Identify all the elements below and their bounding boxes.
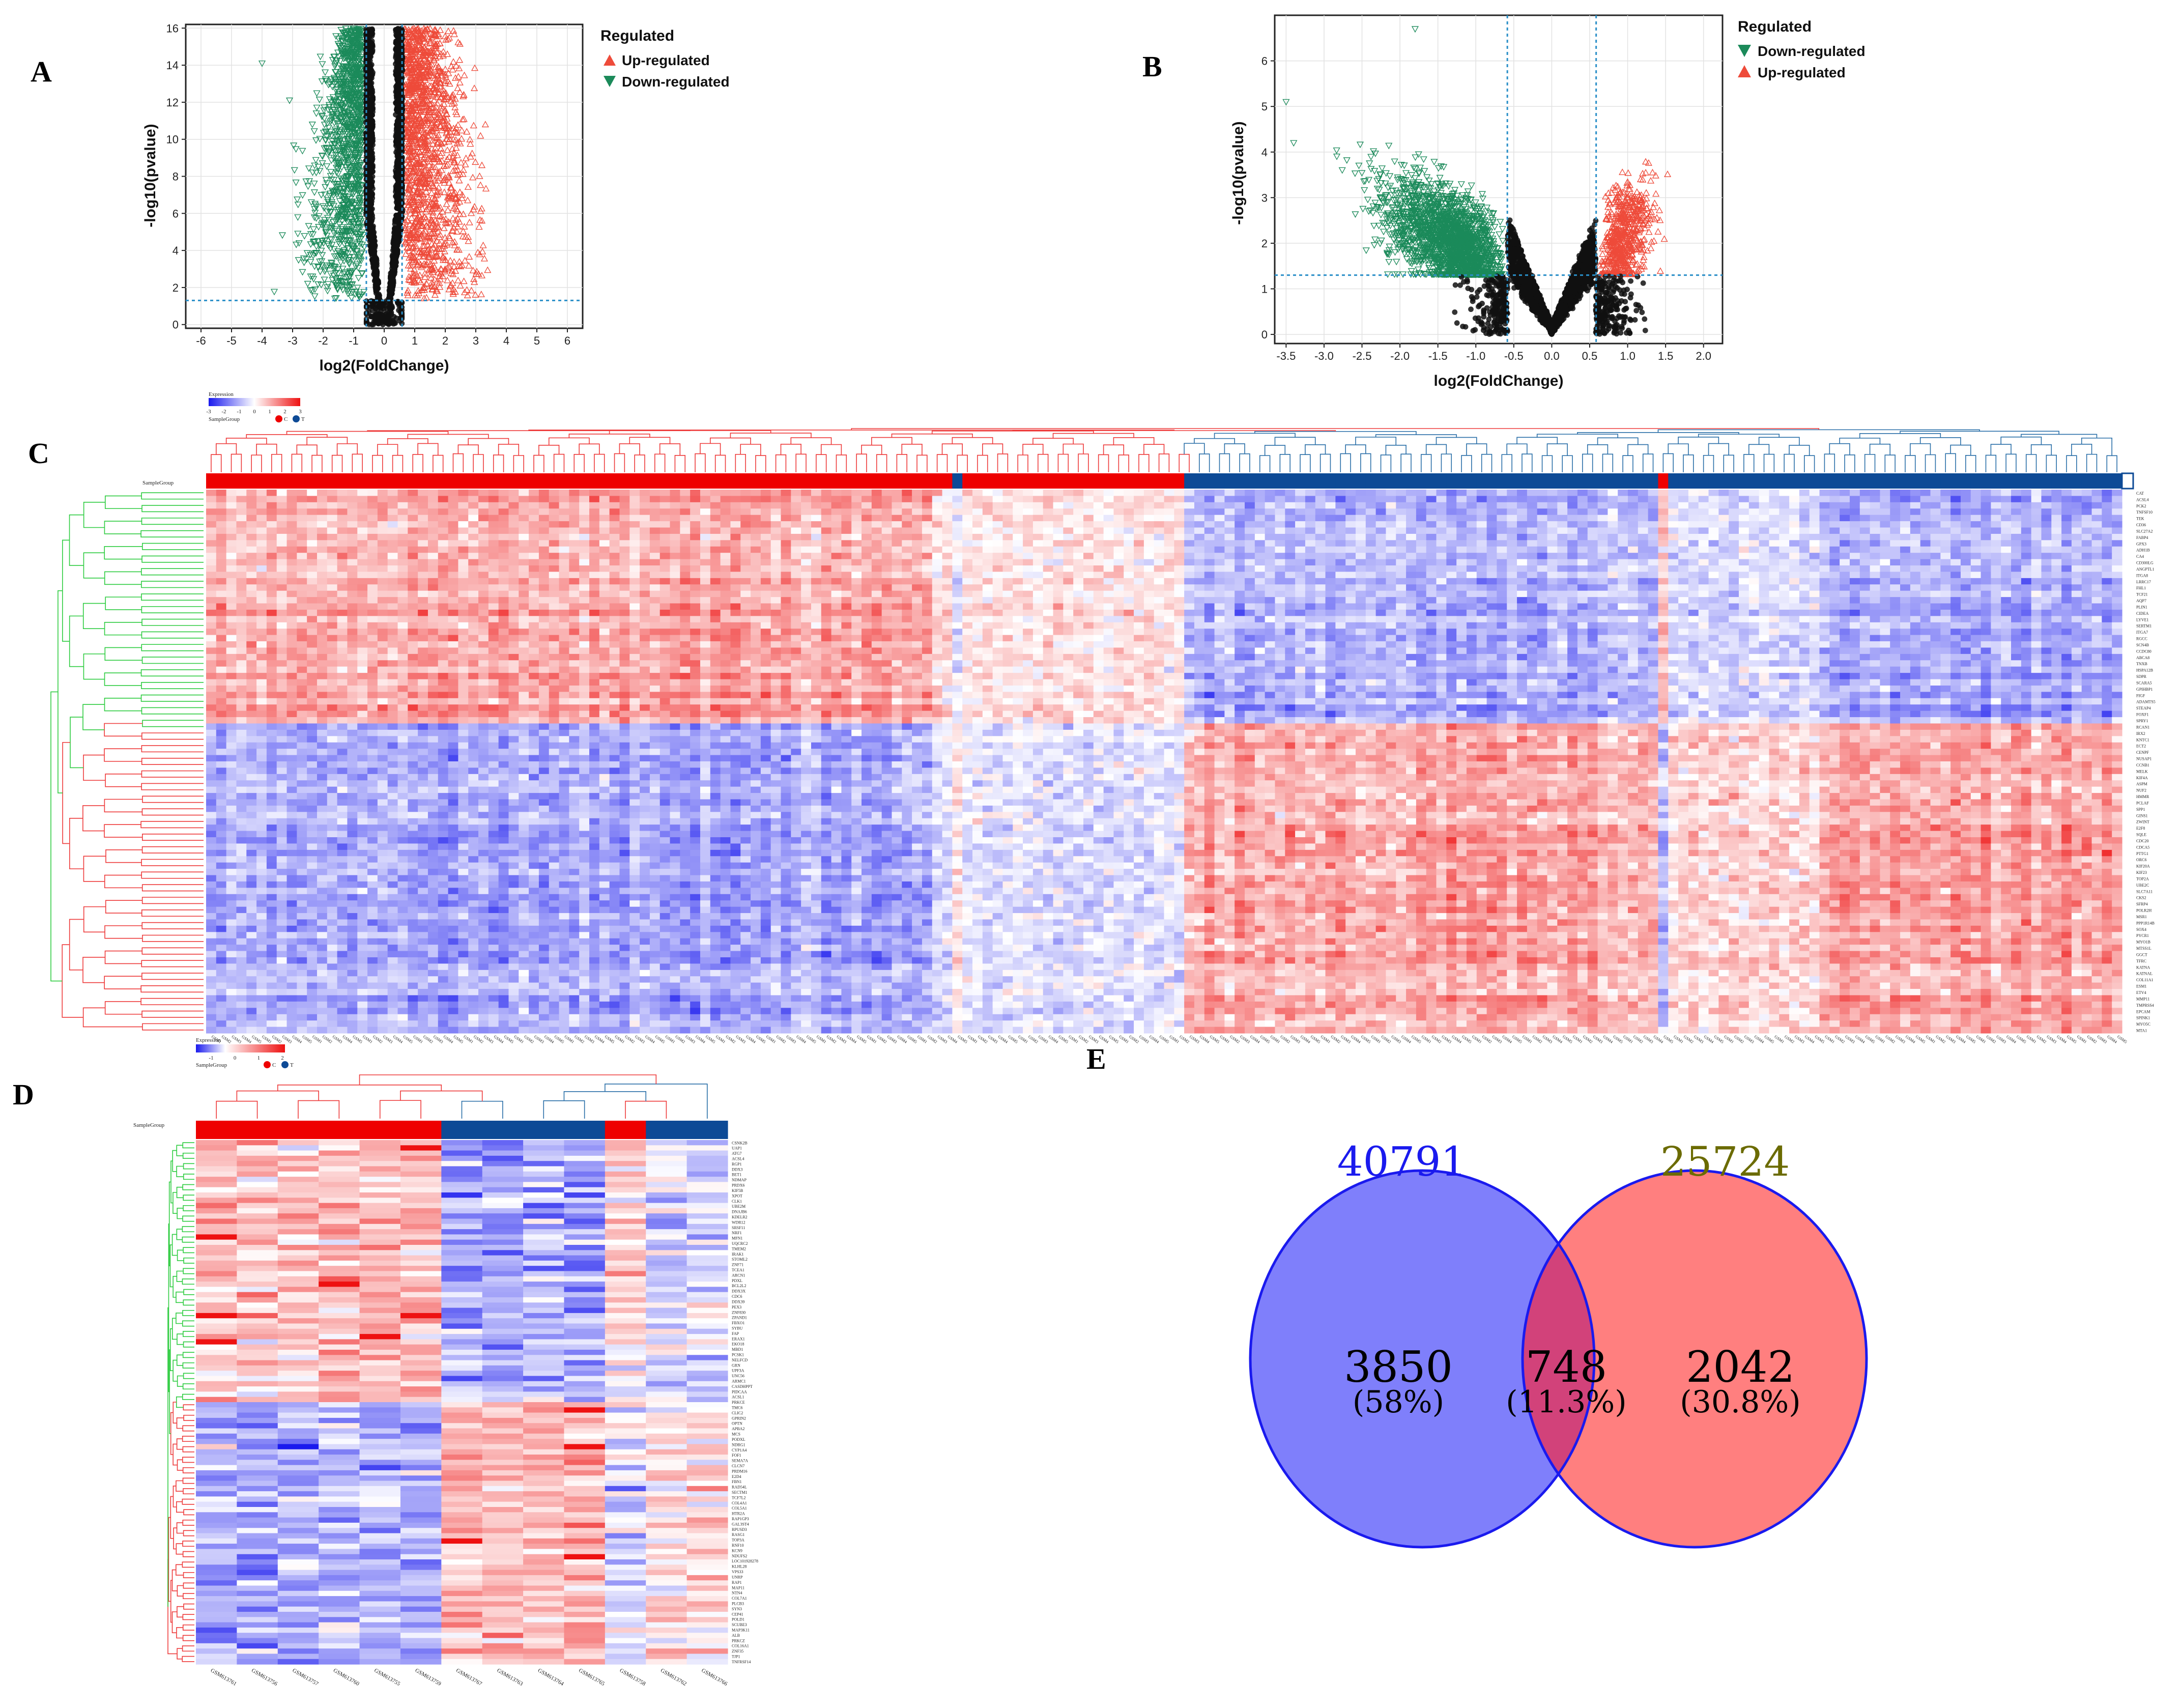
figure: A -6 -5 -4 -3 -2 -1 0 1 2 3 4 5 6 0246810121416 log2…	[0, 0, 2181, 1708]
panel-letter-a: A	[31, 55, 52, 88]
